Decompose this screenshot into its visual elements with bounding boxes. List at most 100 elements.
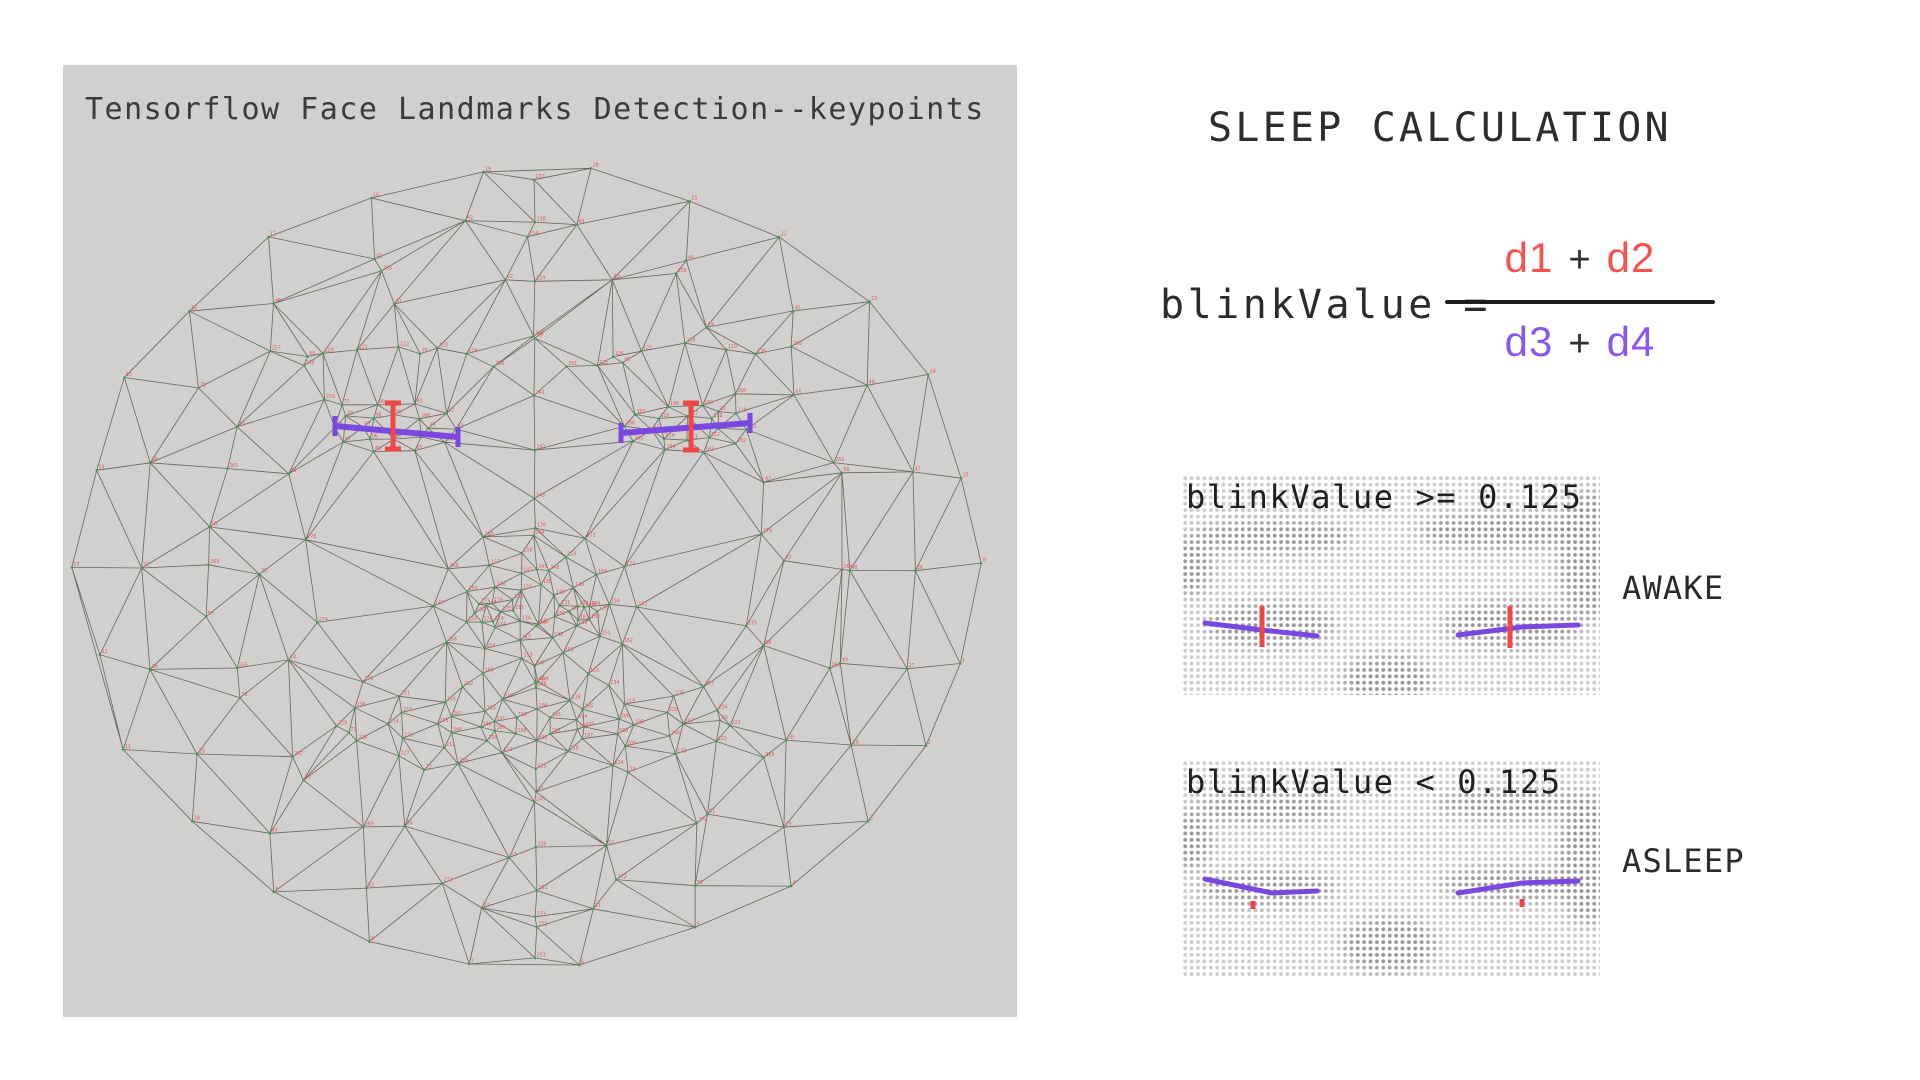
mesh-keypoint [534, 686, 538, 689]
mesh-keypoint [533, 220, 537, 224]
mesh-keypoint-index: 258 [793, 341, 802, 347]
mesh-keypoint-index: 65 [796, 389, 802, 395]
mesh-keypoint-index: 46 [869, 380, 875, 386]
mesh-keypoint-index: 244 [535, 530, 544, 536]
mesh-keypoint-index: 187 [552, 728, 561, 734]
mesh-keypoint-index: 275 [748, 620, 757, 626]
mesh-keypoint-index: 74 [290, 654, 296, 660]
mesh-keypoint [98, 653, 102, 657]
mesh-keypoint [272, 890, 275, 894]
mesh-keypoint-index: 251 [539, 885, 548, 891]
mesh-keypoint-index: 27 [909, 663, 915, 669]
mesh-keypoint [547, 569, 551, 572]
mesh-keypoint [688, 199, 692, 203]
mesh-keypoint-index: 13 [73, 562, 79, 568]
mesh-keypoint-index: 153 [523, 653, 532, 659]
mesh-keypoint [610, 278, 614, 282]
mesh-keypoint-index: 180 [591, 614, 600, 620]
mesh-keypoint [839, 662, 842, 665]
mesh-keypoint-index: 130 [757, 348, 766, 354]
mesh-keypoint [268, 832, 272, 835]
mesh-keypoint-index: 276 [365, 676, 374, 682]
mesh-keypoint-index: 31 [595, 903, 601, 909]
mesh-keypoint [302, 364, 306, 367]
mesh-keypoint-index: 0 [983, 558, 986, 564]
mesh-keypoint-index: 127 [643, 346, 652, 352]
mesh-keypoint [287, 658, 290, 662]
halftone-dot-overlay [1182, 475, 1600, 695]
mesh-keypoint [640, 349, 643, 353]
mesh-keypoint-index: 199 [489, 735, 498, 741]
mesh-keypoint [533, 337, 537, 340]
mesh-keypoint [621, 642, 624, 646]
mesh-keypoint-index: 234 [610, 680, 619, 686]
awake-eyes-photo: blinkValue >= 0.125 [1182, 475, 1600, 695]
plus-sign: + [1568, 239, 1592, 281]
mesh-keypoint-index: 215 [403, 707, 412, 713]
mesh-keypoint-index: 69 [722, 715, 728, 721]
mesh-keypoint [533, 448, 537, 452]
mesh-keypoint-index: 146 [497, 582, 506, 588]
mesh-keypoint-index: 257 [272, 346, 281, 352]
mesh-keypoint-index: 162 [624, 638, 633, 644]
mesh-keypoint-index: 21 [691, 196, 697, 202]
mesh-keypoint [535, 790, 538, 794]
mesh-keypoint-index: 210 [570, 746, 579, 752]
mesh-keypoint-index: 188 [518, 728, 527, 734]
mesh-keypoint [674, 272, 678, 275]
mesh-keypoint-index: 212 [446, 742, 455, 748]
mesh-keypoint [368, 940, 371, 943]
mesh-keypoint [614, 878, 618, 881]
mesh-keypoint-index: 198 [538, 735, 547, 741]
mesh-keypoint-index: 262 [835, 457, 844, 463]
mesh-keypoint [552, 594, 556, 597]
mesh-keypoint [672, 694, 675, 698]
mesh-keypoint [623, 425, 626, 428]
mesh-keypoint [372, 416, 376, 420]
mesh-keypoint [373, 257, 376, 261]
mesh-keypoint-index: 83 [458, 424, 464, 430]
mesh-keypoint [618, 717, 621, 721]
mesh-keypoint [745, 428, 748, 431]
mesh-keypoint [369, 437, 372, 441]
mesh-keypoint-index: 267 [294, 751, 303, 757]
mesh-keypoint [355, 739, 358, 742]
mesh-keypoint-index: 23 [871, 296, 877, 302]
mesh-keypoint-index: 42 [467, 215, 473, 221]
mesh-keypoint-index: 277 [705, 681, 714, 687]
mesh-keypoint [605, 844, 608, 847]
mesh-keypoint-index: 129 [728, 344, 737, 350]
mesh-keypoint-index: 192 [518, 712, 527, 718]
mesh-keypoint [760, 532, 763, 536]
mesh-keypoint [710, 417, 713, 420]
mesh-keypoint [441, 882, 444, 885]
eye-width-line [1455, 622, 1581, 638]
mesh-keypoint [587, 672, 590, 675]
mesh-keypoint-index: 280 [495, 361, 504, 367]
mesh-keypoint [507, 856, 511, 859]
mesh-keypoint-index: 242 [536, 445, 545, 451]
mesh-keypoint-index: 75 [261, 569, 267, 575]
mesh-keypoint [477, 602, 481, 606]
mesh-keypoint-index: 51 [709, 808, 715, 814]
mesh-keypoint-index: 72 [426, 764, 432, 770]
mesh-keypoint-index: 161 [638, 601, 647, 607]
mesh-keypoint [465, 590, 469, 593]
term-d4: d4 [1606, 318, 1656, 365]
mesh-keypoint [493, 729, 497, 732]
mesh-keypoint-index: 126 [615, 351, 624, 357]
mesh-keypoint [567, 609, 571, 613]
mesh-keypoint [611, 764, 615, 767]
mesh-keypoint-index: 3 [870, 816, 873, 822]
mesh-keypoint-index: 246 [538, 620, 547, 626]
mesh-keypoint [534, 681, 537, 685]
mesh-keypoint [532, 178, 536, 181]
mesh-keypoint-index: 214 [390, 718, 399, 724]
mesh-keypoint [592, 907, 595, 911]
mesh-keypoint-index: 43 [578, 219, 584, 225]
mesh-keypoint [868, 300, 871, 303]
mesh-keypoint-index: 47 [915, 466, 921, 472]
mesh-keypoint [491, 620, 495, 623]
mesh-keypoint [537, 622, 540, 626]
mesh-keypoint-index: 235 [675, 691, 684, 697]
